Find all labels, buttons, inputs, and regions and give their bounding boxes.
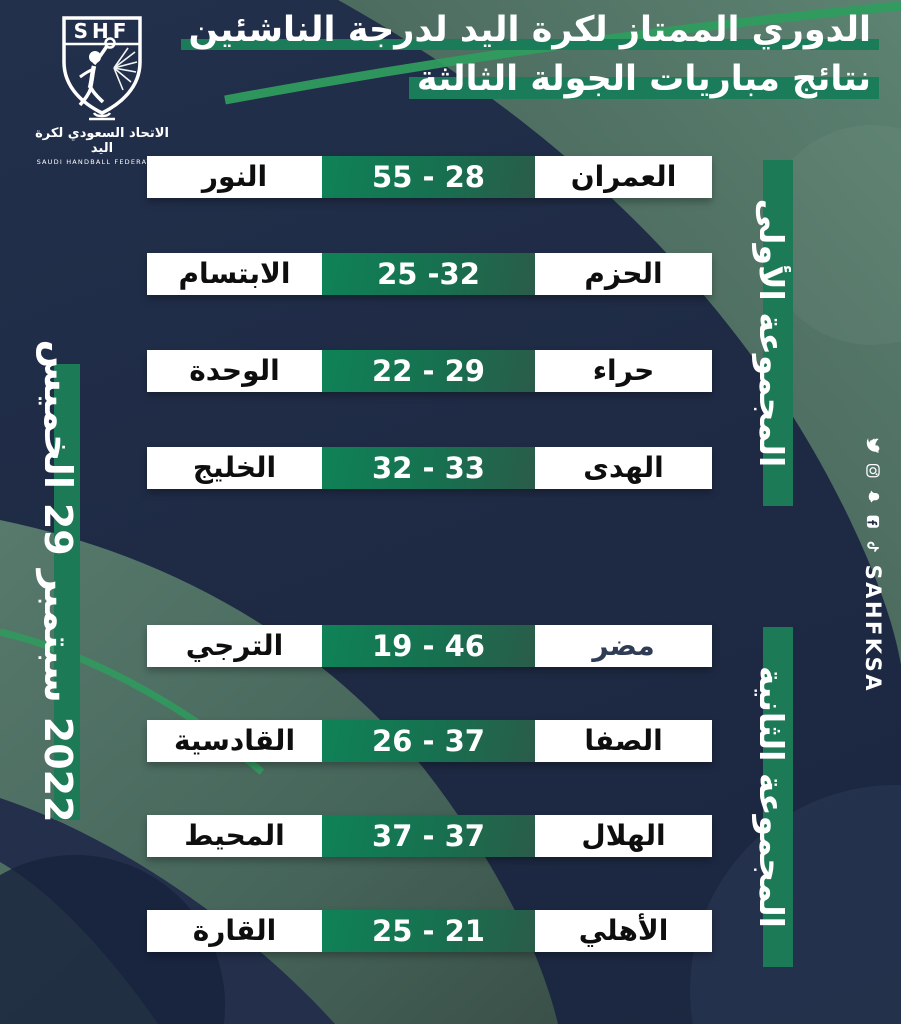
match-row: الوحدة 22 - 29 حراء: [147, 350, 712, 392]
team-right-box: الهدى: [535, 447, 712, 489]
match-row: الخليج 32 - 33 الهدى: [147, 447, 712, 489]
group-2-label: المجموعة الثانية: [752, 627, 793, 967]
snapchat-icon: [868, 490, 880, 503]
social-handle: SAHFKSA: [861, 564, 885, 694]
instagram-icon: [866, 464, 880, 478]
federation-logo: SHF الاتحاد السعودي لكرة اليد SAUDI HAND…: [22, 6, 182, 166]
match-row: القادسية 26 - 37 الصفا: [147, 720, 712, 762]
match-row: الابتسام 25 -32 الحزم: [147, 253, 712, 295]
team-right-box: حراء: [535, 350, 712, 392]
team-right-box: العمران: [535, 156, 712, 198]
match-row: المحيط 37 - 37 الهلال: [147, 815, 712, 857]
facebook-icon: [866, 515, 880, 528]
logo-english-name: SAUDI HANDBALL FEDERATION: [36, 158, 168, 166]
team-right-box: الصفا: [535, 720, 712, 762]
page-title: الدوري الممتاز لكرة اليد لدرجة الناشئين …: [180, 6, 879, 104]
team-left-box: القارة: [147, 910, 322, 952]
team-left-box: الترجي: [147, 625, 322, 667]
logo-monogram: SHF: [74, 19, 131, 43]
tiktok-icon: [867, 541, 879, 552]
score-box: 25 - 21: [322, 910, 535, 952]
shf-shield-icon: SHF: [62, 16, 142, 121]
title-line-1: الدوري الممتاز لكرة اليد لدرجة الناشئين: [180, 10, 879, 50]
team-left-box: الوحدة: [147, 350, 322, 392]
logo-arabic-name: الاتحاد السعودي لكرة اليد: [35, 126, 169, 156]
group-1-results: النور 55 - 28 العمران الابتسام 25 -32 ال…: [147, 156, 712, 544]
score-box: 37 - 37: [322, 815, 535, 857]
match-row: الترجي 19 - 46 مضر: [147, 625, 712, 667]
score-box: 25 -32: [322, 253, 535, 295]
score-box: 19 - 46: [322, 625, 535, 667]
team-left-box: المحيط: [147, 815, 322, 857]
date-year: 2022: [36, 716, 80, 823]
score-box: 22 - 29: [322, 350, 535, 392]
social-bar: SAHFKSA: [861, 438, 885, 693]
team-right-box: مضر: [535, 625, 712, 667]
group-2-results: الترجي 19 - 46 مضر القادسية 26 - 37 الصف…: [147, 625, 712, 1005]
score-box: 55 - 28: [322, 156, 535, 198]
match-row: النور 55 - 28 العمران: [147, 156, 712, 198]
team-right-box: الحزم: [535, 253, 712, 295]
team-right-box: الأهلي: [535, 910, 712, 952]
score-box: 32 - 33: [322, 447, 535, 489]
title-line-2: نتائج مباريات الجولة الثالثة: [408, 59, 879, 99]
team-left-box: القادسية: [147, 720, 322, 762]
date-weekday: الخميس: [36, 339, 80, 489]
match-row: القارة 25 - 21 الأهلي: [147, 910, 712, 952]
group-1-label: المجموعة الأولى: [752, 160, 793, 506]
date-day: 29: [36, 502, 80, 556]
team-left-box: النور: [147, 156, 322, 198]
match-date: الخميس 29 سبتمبر 2022: [36, 339, 80, 823]
team-left-box: الخليج: [147, 447, 322, 489]
team-right-box: الهلال: [535, 815, 712, 857]
twitter-icon: [866, 438, 880, 454]
date-month: سبتمبر: [36, 569, 80, 703]
score-box: 26 - 37: [322, 720, 535, 762]
team-left-box: الابتسام: [147, 253, 322, 295]
